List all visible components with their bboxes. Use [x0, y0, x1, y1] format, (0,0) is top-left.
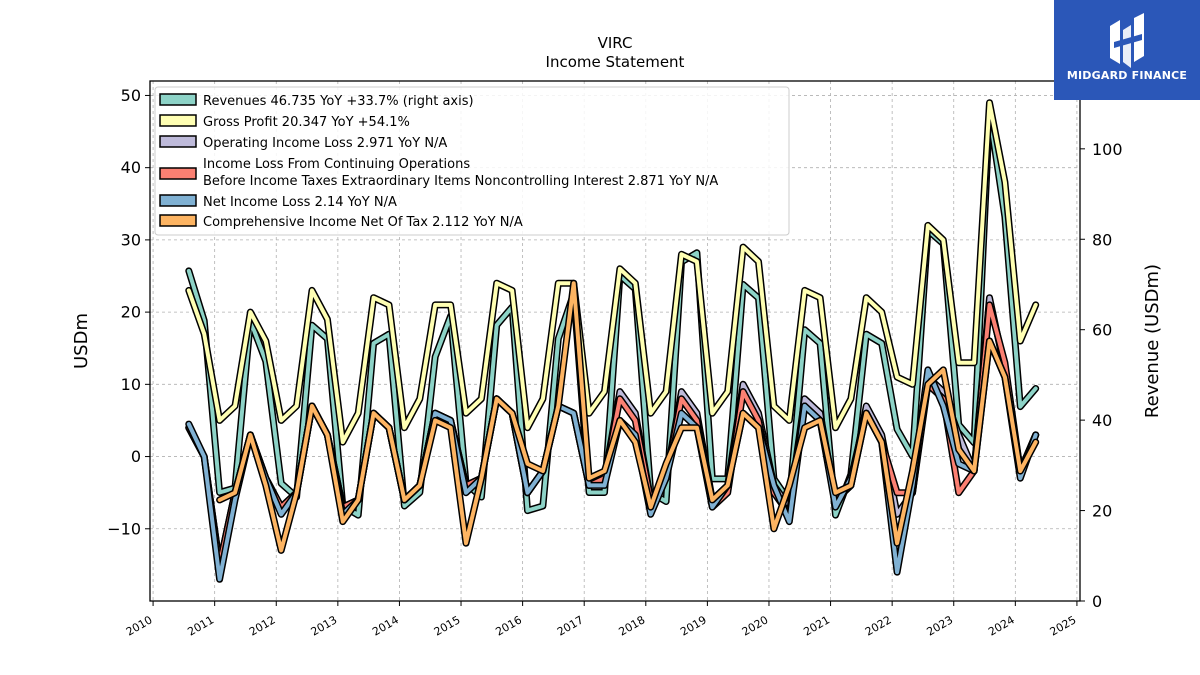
legend-operating-income: Operating Income Loss 2.971 YoY N/A: [203, 136, 447, 151]
legend-swatch-comprehensive-income: [159, 214, 197, 227]
y-right-tick-label: 0: [1092, 592, 1102, 611]
x-tick-label: 2022: [863, 613, 894, 638]
y-axis-right-label: Revenue (USDm): [1142, 264, 1163, 418]
legend-income-continuing-line2: Before Income Taxes Extraordinary Items …: [203, 174, 718, 189]
y-tick-label: 0: [131, 447, 141, 466]
legend-swatch-net-income: [159, 194, 197, 207]
x-tick-label: 2010: [124, 613, 155, 638]
legend-box: [154, 86, 790, 236]
x-tick-label: 2016: [493, 613, 524, 638]
chart-title: VIRC: [598, 34, 633, 52]
x-tick-label: 2018: [617, 613, 648, 638]
x-tick-label: 2019: [678, 613, 709, 638]
x-tick-label: 2020: [740, 613, 771, 638]
legend-revenues: Revenues 46.735 YoY +33.7% (right axis): [203, 94, 474, 109]
x-axis-ticks: 2010 2011 2012 2013 2014 2015 2016 2017 2018 2019…: [124, 601, 1079, 639]
logo-text: MIDGARD FINANCE: [1066, 69, 1188, 82]
brand-logo: MIDGARD FINANCE: [1054, 0, 1200, 100]
legend-swatch-gross-profit: [159, 114, 197, 127]
series-line-5: [217, 281, 1038, 553]
y-right-tick-label: 40: [1092, 411, 1112, 430]
y-right-tick-label: 80: [1092, 230, 1112, 249]
legend-swatch-income-continuing: [159, 167, 197, 180]
series-line-1: [186, 100, 1038, 445]
y-right-tick-label: 20: [1092, 502, 1112, 521]
series-layer: [185, 99, 1040, 583]
x-tick-label: 2021: [801, 613, 832, 638]
y-axis-label: USDm: [71, 313, 92, 369]
x-tick-label: 2023: [924, 613, 955, 638]
legend-gross-profit: Gross Profit 20.347 YoY +54.1%: [203, 115, 410, 130]
right-axis-ticks: 0 20 40 60 80 100: [1080, 140, 1123, 611]
x-tick-label: 2012: [247, 613, 278, 638]
legend-swatch-operating-income: [159, 135, 197, 148]
legend-income-continuing-line1: Income Loss From Continuing Operations: [203, 157, 470, 172]
x-tick-label: 2024: [986, 613, 1017, 638]
x-tick-label: 2013: [309, 613, 340, 638]
y-right-tick-label: 100: [1092, 140, 1123, 159]
legend-net-income: Net Income Loss 2.14 YoY N/A: [203, 195, 397, 210]
x-tick-label: 2025: [1048, 613, 1079, 638]
y-tick-label: 10: [121, 375, 141, 394]
x-tick-label: 2011: [185, 613, 216, 638]
y-right-tick-label: 60: [1092, 321, 1112, 340]
x-tick-label: 2014: [370, 613, 401, 638]
left-axis-ticks: −10 0 10 20 30 40 50: [107, 86, 150, 538]
y-tick-label: 20: [121, 303, 141, 322]
y-tick-label: −10: [107, 519, 141, 538]
legend-comprehensive-income: Comprehensive Income Net Of Tax 2.112 Yo…: [203, 215, 523, 230]
y-tick-label: 50: [121, 86, 141, 105]
x-tick-label: 2017: [555, 613, 586, 638]
plot-frame: [149, 80, 1081, 602]
chart-subtitle: Income Statement: [546, 53, 685, 71]
y-tick-label: 30: [121, 230, 141, 249]
midgard-logo-icon: [1110, 13, 1144, 68]
legend: Revenues 46.735 YoY +33.7% (right axis) …: [154, 86, 790, 236]
x-tick-label: 2015: [432, 613, 463, 638]
y-tick-label: 40: [121, 158, 141, 177]
legend-swatch-revenues: [159, 93, 197, 106]
